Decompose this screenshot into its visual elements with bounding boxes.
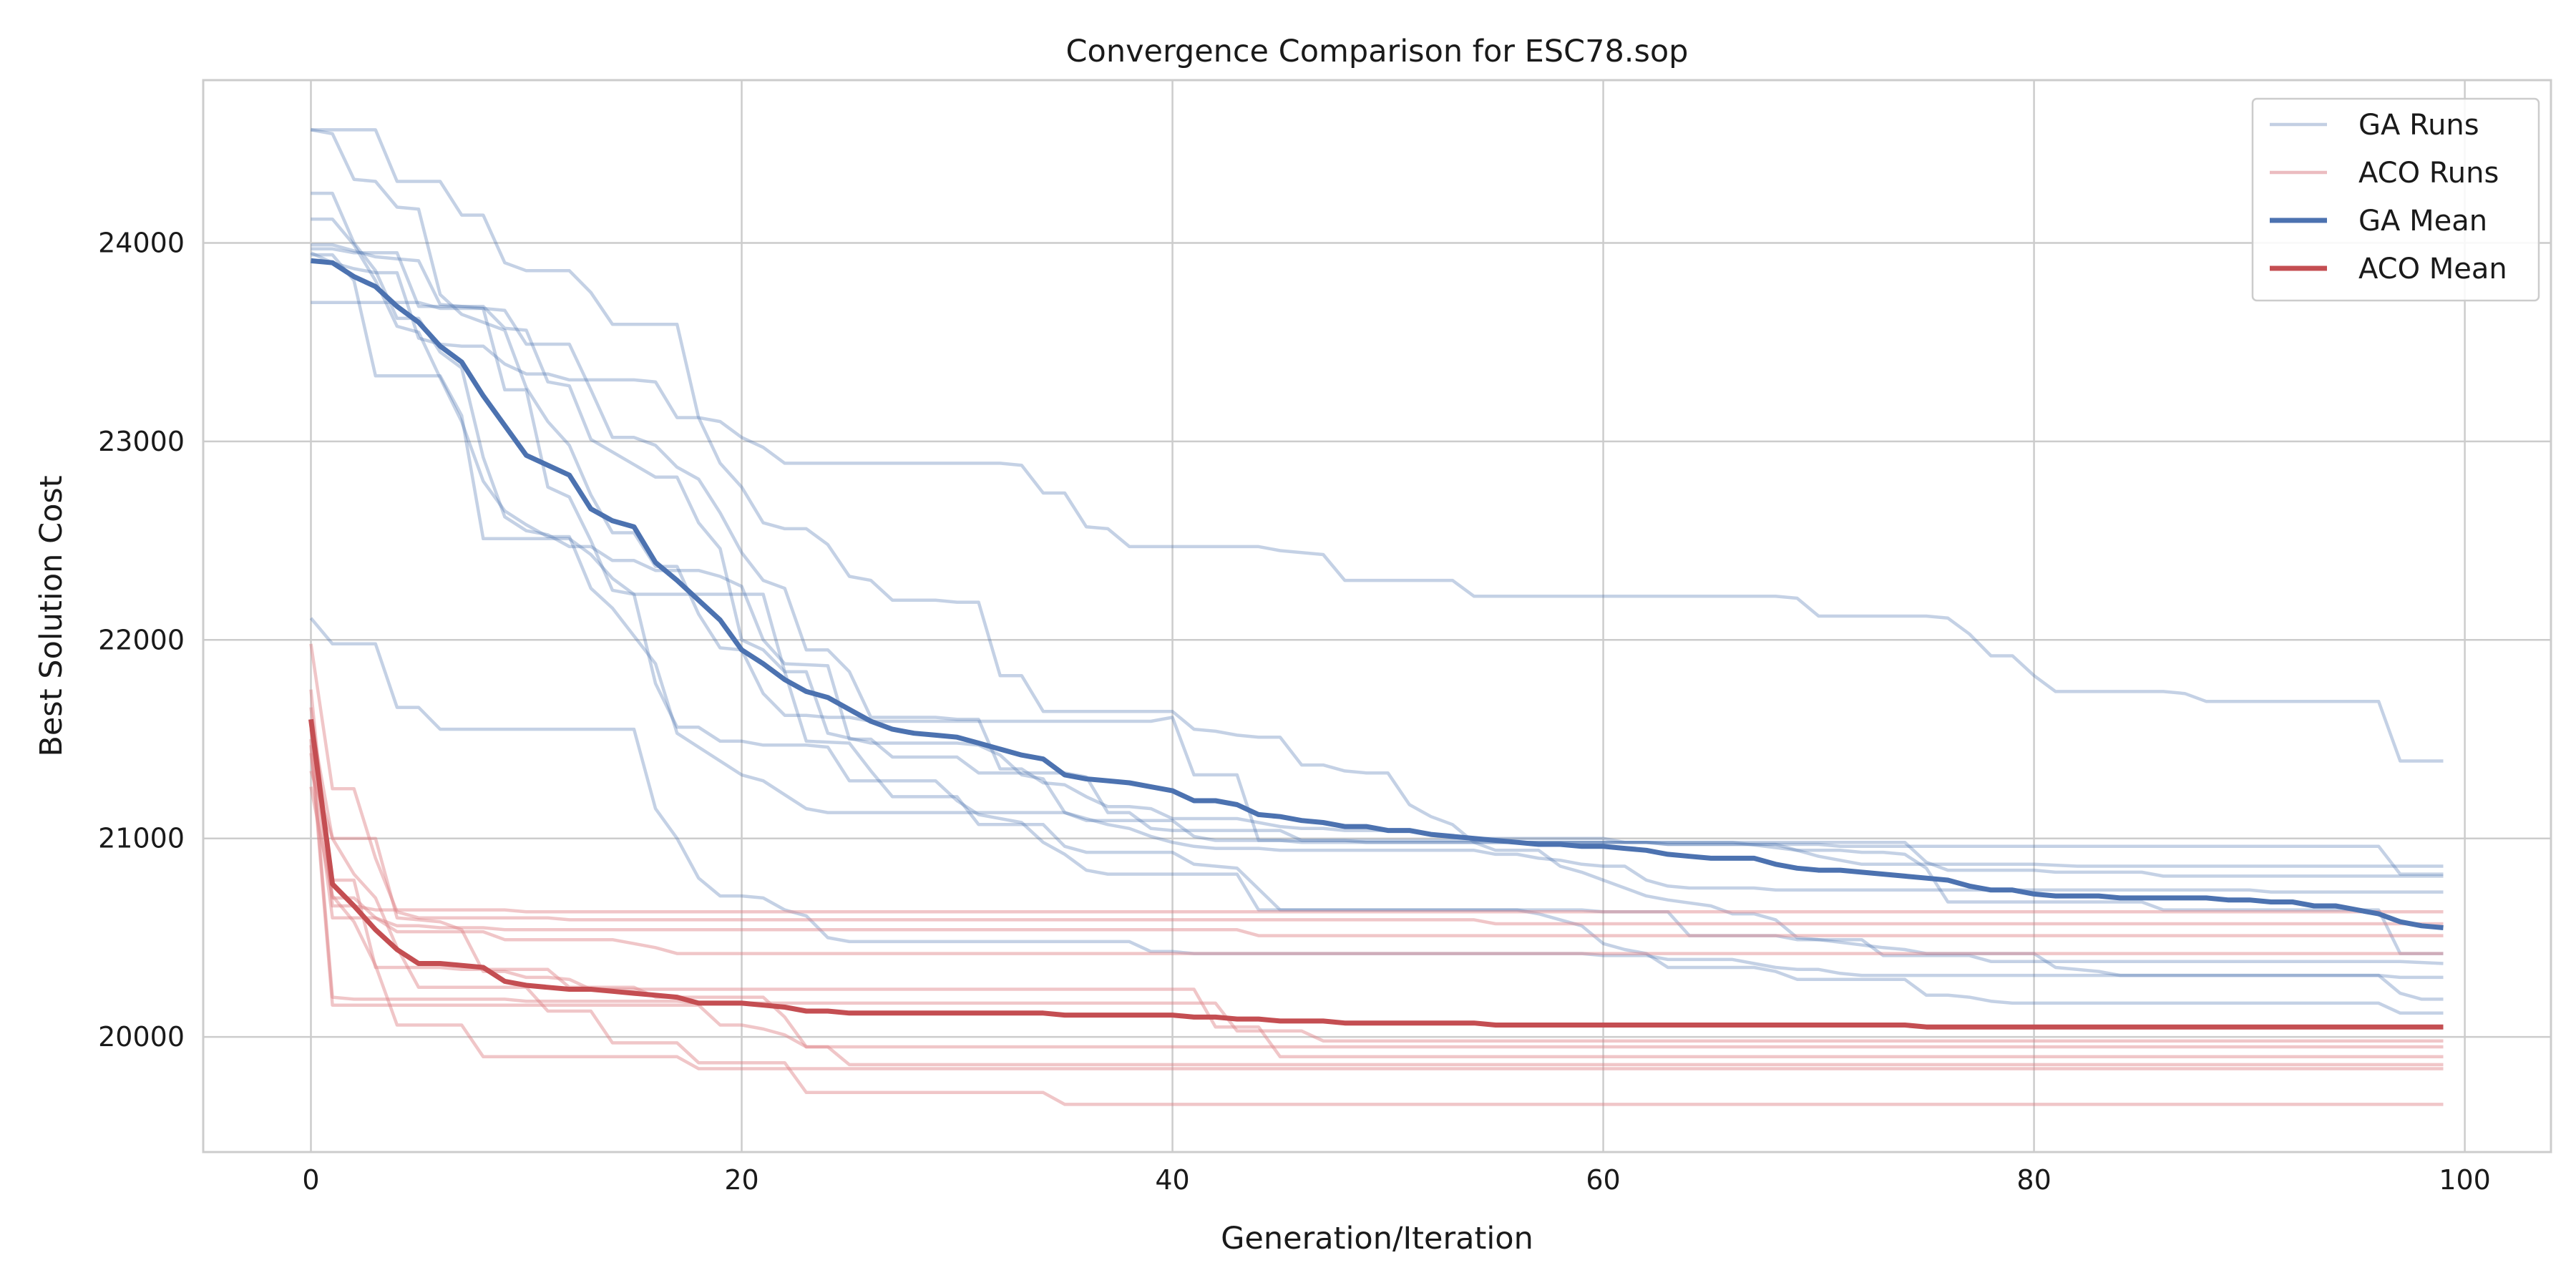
y-tick-labels: 20000 21000 22000 23000 24000	[98, 227, 185, 1053]
aco-run-line	[309, 689, 2444, 914]
aco-run-line	[309, 786, 2444, 1070]
ga-run-line	[311, 253, 2444, 894]
legend-label-aco-mean: ACO Mean	[2358, 253, 2507, 286]
grid-lines	[203, 80, 2551, 1152]
aco-run-line	[309, 745, 2444, 1067]
legend-label-aco-runs: ACO Runs	[2358, 157, 2499, 190]
aco-run-line	[309, 753, 2444, 937]
ga-run-line	[311, 301, 2444, 1015]
y-axis-label: Best Solution Cost	[34, 475, 69, 756]
ga-run-line	[311, 191, 2444, 878]
plot-frame	[202, 79, 2552, 1153]
y-tick-label: 23000	[98, 426, 185, 457]
mean-lines-group	[308, 258, 2444, 1030]
y-tick-label: 22000	[98, 624, 185, 655]
x-tick-labels: 0 20 40 60 80 100	[302, 1164, 2490, 1196]
ga-run-line	[311, 128, 2444, 955]
aco-run-line	[309, 728, 2444, 955]
aco-run-line	[309, 643, 2444, 926]
aco-run-line	[309, 770, 2444, 1106]
ga-run-line	[310, 251, 2444, 1001]
ga-run-line	[311, 247, 2444, 965]
y-tick-label: 21000	[98, 823, 185, 854]
legend-label-ga-mean: GA Mean	[2358, 205, 2487, 238]
legend-label-ga-runs: GA Runs	[2358, 109, 2479, 142]
ga-run-line	[311, 128, 2444, 763]
y-tick-label: 20000	[98, 1021, 185, 1053]
x-tick-label: 100	[2439, 1164, 2491, 1196]
x-tick-label: 80	[2016, 1164, 2051, 1196]
x-tick-label: 40	[1155, 1164, 1189, 1196]
legend-box	[2251, 97, 2540, 302]
ga-runs-group	[309, 128, 2444, 1015]
x-tick-label: 60	[1586, 1164, 1620, 1196]
legend: GA Runs ACO Runs GA Mean ACO Mean	[2251, 97, 2540, 302]
y-tick-label: 24000	[98, 227, 185, 258]
ga-run-line	[311, 217, 2444, 868]
aco-mean-line	[308, 718, 2444, 1030]
x-axis-label: Generation/Iteration	[1221, 1221, 1533, 1257]
aco-run-line	[309, 718, 2444, 1059]
ga-run-line	[311, 243, 2444, 876]
chart-title: Convergence Comparison for ESC78.sop	[1066, 34, 1689, 69]
x-tick-label: 0	[302, 1164, 319, 1196]
ga-run-line	[309, 617, 2444, 980]
x-tick-label: 20	[724, 1164, 758, 1196]
ga-mean-line	[311, 258, 2444, 930]
